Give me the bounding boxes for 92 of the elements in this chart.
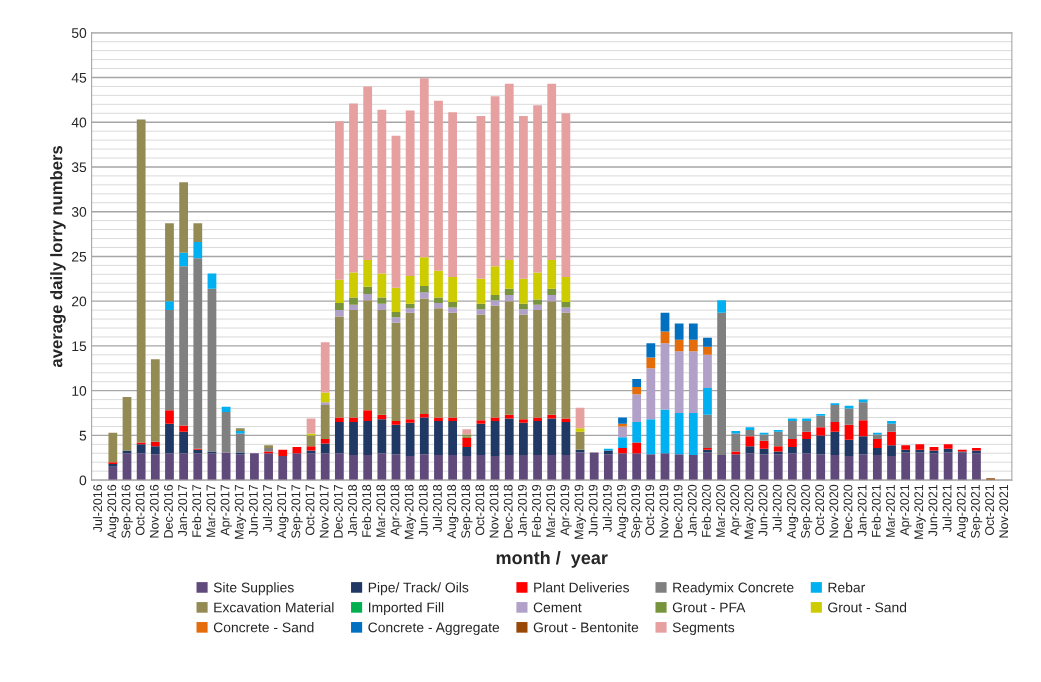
x-tick-label: Aug-2018 <box>447 484 459 539</box>
legend-label: Site Supplies <box>213 582 294 596</box>
x-tick-label: Jul-2020 <box>772 484 782 533</box>
y-tick-label: 50 <box>71 28 87 38</box>
x-tick-label: Sep-2017 <box>291 484 303 538</box>
legend-label: Excavation Material <box>214 602 334 613</box>
x-tick-label: May-2020 <box>744 484 756 539</box>
x-tick-label: Jul-2016 <box>92 484 103 533</box>
x-tick-label: Feb-2021 <box>871 484 881 537</box>
legend-label: Concrete - Aggregate <box>368 622 500 636</box>
x-tick-label: Jul-2017 <box>262 484 272 533</box>
x-tick-label: Dec-2017 <box>333 484 343 538</box>
x-tick-label: Nov-2021 <box>999 484 1009 538</box>
x-tick-label: Sep-2019 <box>631 484 643 538</box>
x-tick-label: Mar-2018 <box>376 484 386 537</box>
x-tick-label: Oct-2019 <box>645 484 655 536</box>
y-tick-label: 35 <box>71 162 87 173</box>
x-tick-label: Jan-2021 <box>857 484 867 537</box>
legend-label: Cement <box>533 602 582 613</box>
x-tick-label: Jun-2020 <box>758 484 768 537</box>
legend-label: Readymix Concrete <box>673 582 794 596</box>
x-tick-label: Jan-2017 <box>178 484 187 537</box>
x-tick-label: Jul-2021 <box>942 484 952 533</box>
y-tick-label: 10 <box>72 385 87 396</box>
x-tick-label: Apr-2020 <box>730 484 742 536</box>
legend-label: Imported Fill <box>368 602 444 616</box>
x-tick-label: Sep-2021 <box>970 484 983 538</box>
x-axis-title: month / year <box>496 550 608 568</box>
y-tick-label: 30 <box>71 207 87 217</box>
x-tick-label: Dec-2016 <box>163 484 173 538</box>
x-tick-label: Mar-2020 <box>716 484 725 537</box>
legend-label: Segments <box>672 622 735 636</box>
legend-label: Grout - Bentonite <box>533 622 639 633</box>
y-tick-label: 0 <box>79 475 87 486</box>
x-tick-label: Apr-2017 <box>220 484 232 536</box>
x-tick-label: Feb-2017 <box>191 484 202 537</box>
legend-label: Rebar <box>828 582 866 593</box>
x-tick-label: Jun-2019 <box>588 484 598 537</box>
legend-label: Concrete - Sand <box>213 622 314 633</box>
x-tick-label: Oct-2017 <box>305 484 315 536</box>
x-tick-label: May-2018 <box>404 484 416 539</box>
x-tick-label: Jun-2017 <box>248 484 258 537</box>
x-tick-label: Jun-2018 <box>418 484 428 537</box>
x-tick-label: Sep-2020 <box>801 484 813 538</box>
x-tick-label: Aug-2020 <box>786 484 799 539</box>
x-tick-label: Dec-2018 <box>503 484 513 538</box>
x-tick-label: Oct-2018 <box>475 484 485 536</box>
x-tick-label: May-2017 <box>234 484 247 539</box>
x-tick-label: Feb-2020 <box>701 484 711 537</box>
x-tick-label: Aug-2021 <box>956 484 969 539</box>
y-tick-label: 20 <box>72 296 87 307</box>
y-tick-label: 40 <box>71 117 87 128</box>
x-tick-label: Jan-2019 <box>517 484 527 537</box>
y-axis-title: average daily lorry numbers <box>50 145 66 368</box>
y-tick-label: 5 <box>79 430 87 441</box>
x-tick-label: Nov-2017 <box>319 484 329 538</box>
x-tick-label: Nov-2020 <box>829 484 839 538</box>
x-tick-label: Nov-2018 <box>489 484 499 538</box>
x-tick-label: Nov-2016 <box>149 484 159 538</box>
x-tick-label: Mar-2019 <box>546 484 556 537</box>
x-tick-label: Sep-2018 <box>461 484 473 538</box>
x-tick-label: Sep-2016 <box>121 484 133 538</box>
legend-label: Grout - PFA <box>672 602 746 613</box>
x-tick-label: Jun-2021 <box>928 484 938 537</box>
x-tick-label: Aug-2016 <box>107 484 119 539</box>
y-tick-label: 45 <box>71 72 87 83</box>
x-tick-label: Jan-2020 <box>687 484 697 537</box>
x-tick-label: Mar-2017 <box>206 484 216 537</box>
x-tick-label: Aug-2019 <box>617 484 629 539</box>
x-tick-label: Apr-2021 <box>900 484 912 536</box>
y-tick-label: 15 <box>72 341 87 352</box>
x-tick-label: Dec-2019 <box>673 484 683 538</box>
legend-label: Pipe/ Track/ Oils <box>368 582 469 596</box>
x-tick-label: Apr-2019 <box>560 484 572 536</box>
x-tick-label: Oct-2016 <box>135 484 145 536</box>
x-tick-label: Mar-2021 <box>886 484 895 537</box>
x-tick-label: Aug-2017 <box>277 484 289 539</box>
x-tick-label: Oct-2021 <box>985 484 994 536</box>
legend-label: Grout - Sand <box>828 602 907 613</box>
x-tick-label: Nov-2019 <box>659 484 669 538</box>
x-tick-label: Feb-2018 <box>361 484 372 537</box>
x-tick-label: Jul-2018 <box>432 484 442 533</box>
x-tick-label: Apr-2018 <box>390 484 402 536</box>
x-tick-label: Oct-2020 <box>815 484 825 536</box>
x-tick-label: May-2021 <box>914 484 926 539</box>
x-tick-label: May-2019 <box>574 484 586 539</box>
y-tick-label: 25 <box>72 251 87 262</box>
x-tick-label: Jan-2018 <box>348 484 357 537</box>
x-tick-label: Dec-2020 <box>843 484 853 538</box>
legend-label: Plant Deliveries <box>534 582 630 593</box>
x-tick-label: Feb-2019 <box>531 484 541 537</box>
x-tick-label: Jul-2019 <box>602 484 612 533</box>
